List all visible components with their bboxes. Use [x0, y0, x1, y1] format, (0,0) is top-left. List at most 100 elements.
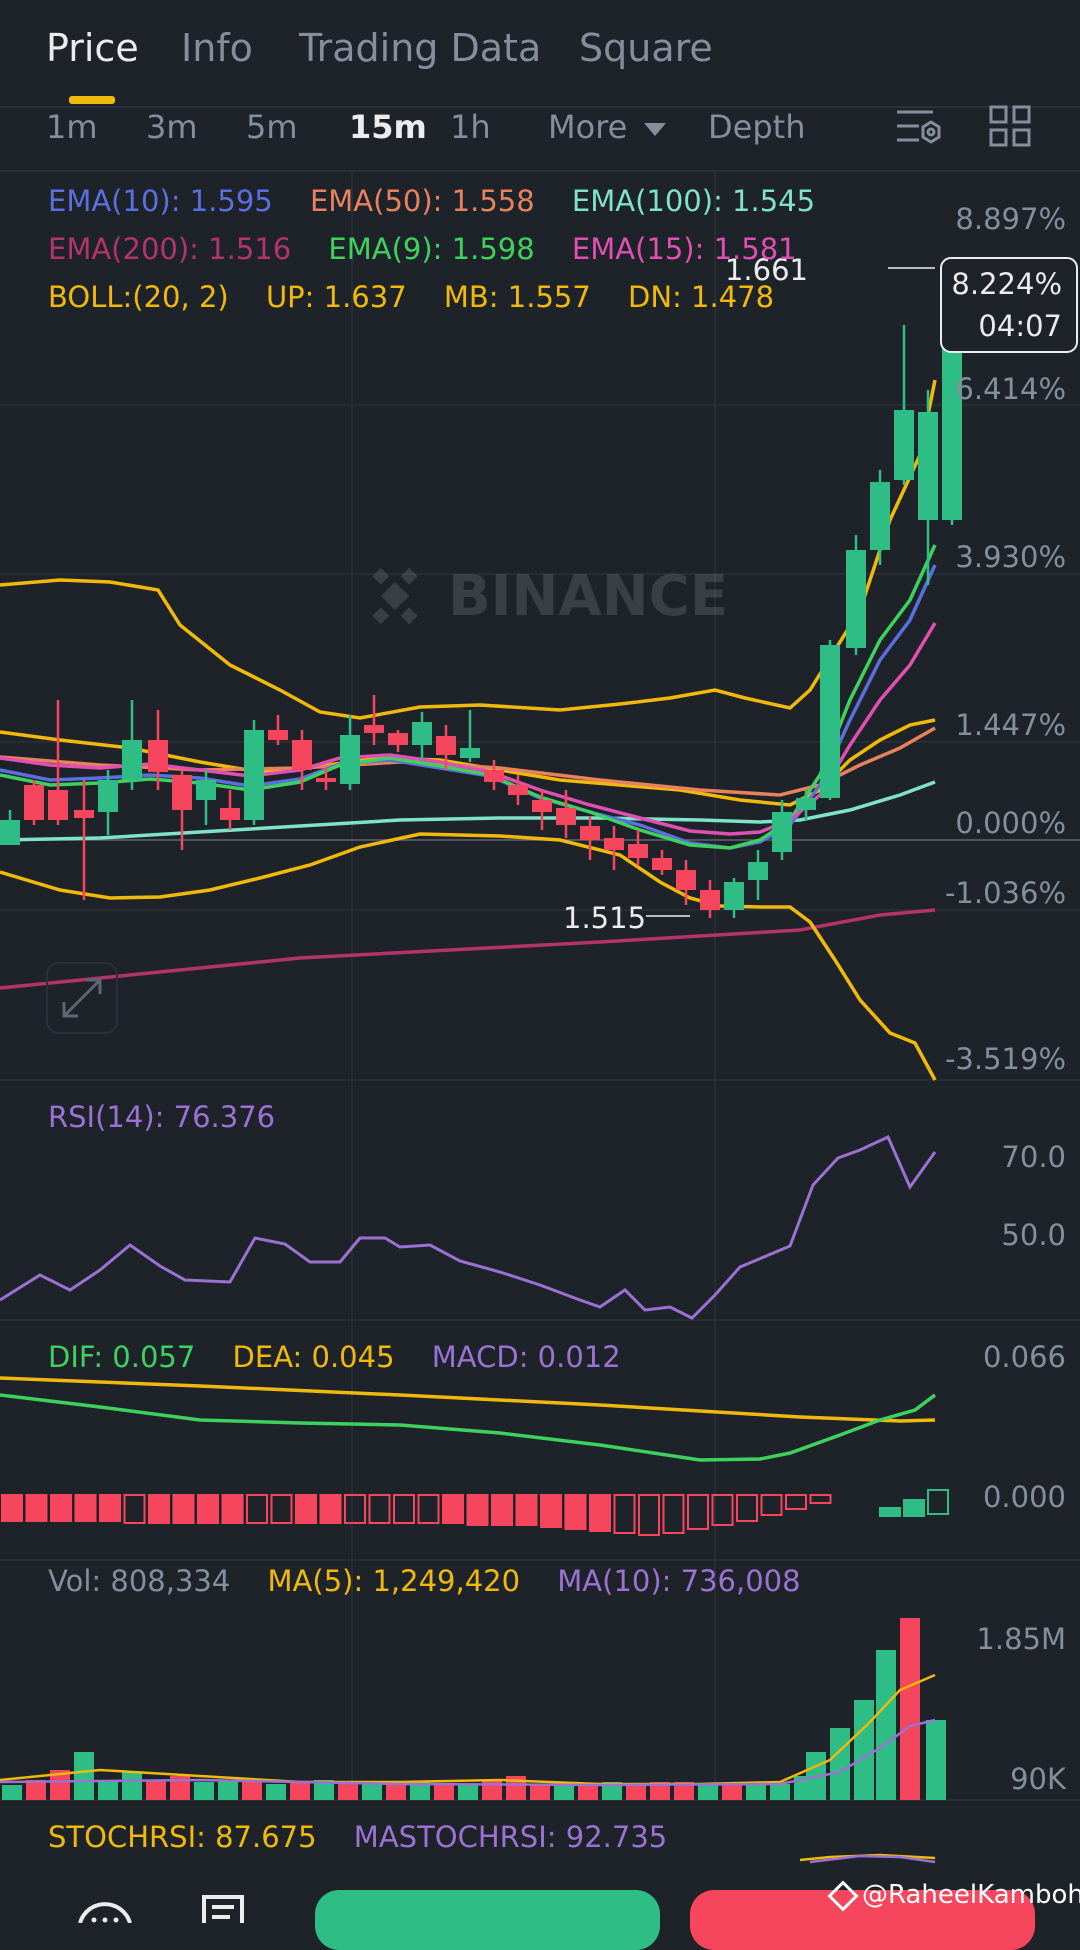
- binance-logo-icon: [827, 1879, 859, 1912]
- ema200-value: EMA(200): 1.516: [48, 232, 292, 266]
- stochrsi-legend: STOCHRSI: 87.675 MASTOCHRSI: 92.735: [48, 1820, 695, 1854]
- volume-bar: [602, 1782, 622, 1800]
- timeframe-1m[interactable]: 1m: [46, 108, 98, 146]
- dif-line: [0, 1393, 937, 1462]
- volume-bar: [290, 1782, 310, 1800]
- orders-icon[interactable]: [200, 1893, 248, 1923]
- candle-countdown: 04:07: [978, 309, 1062, 343]
- candle-body: [316, 778, 336, 782]
- axis-label: 0.000%: [955, 806, 1066, 840]
- vol-value: Vol: 808,334: [48, 1564, 231, 1598]
- vol-axis-label: 1.85M: [976, 1622, 1066, 1656]
- candle-body: [48, 790, 68, 820]
- volume-bar: [876, 1650, 896, 1800]
- mastochrsi-value: MASTOCHRSI: 92.735: [353, 1820, 668, 1854]
- candle-body: [292, 740, 312, 770]
- macd-bar-negative: [515, 1494, 538, 1526]
- candle-body: [484, 770, 504, 782]
- tab-price[interactable]: Price: [46, 26, 139, 70]
- grid-layout-icon[interactable]: [988, 104, 1034, 150]
- ema10-value: EMA(10): 1.595: [48, 184, 273, 218]
- volume-bar: [122, 1772, 142, 1800]
- candle-body: [628, 844, 648, 858]
- vol-ma10-value: MA(10): 736,008: [557, 1564, 801, 1598]
- timeframe-5m[interactable]: 5m: [246, 108, 298, 146]
- candle-body: [220, 808, 240, 820]
- divider: [0, 170, 1080, 172]
- volume-bar: [194, 1782, 214, 1800]
- candle-body: [580, 826, 600, 840]
- timeframe-1h[interactable]: 1h: [450, 108, 491, 146]
- dea-line: [0, 1376, 936, 1423]
- tab-trading-data[interactable]: Trading Data: [299, 26, 542, 70]
- macd-bar-negative: [123, 1494, 146, 1524]
- ema15-value: EMA(15): 1.581: [571, 232, 797, 266]
- volume-legend: Vol: 808,334 MA(5): 1,249,420 MA(10): 73…: [48, 1564, 829, 1598]
- tab-info[interactable]: Info: [181, 26, 253, 70]
- rsi-legend: RSI(14): 76.376: [48, 1100, 276, 1134]
- volume-bar: [530, 1784, 550, 1800]
- macd-histogram: [1, 1489, 949, 1536]
- binance-logo-icon: [372, 567, 418, 625]
- volume-bar: [626, 1784, 646, 1800]
- macd-bar-negative: [197, 1494, 219, 1524]
- timeframe-15m[interactable]: 15m: [349, 108, 427, 146]
- volume-bar: [698, 1784, 718, 1800]
- macd-bar-negative: [25, 1494, 48, 1522]
- chat-icon[interactable]: [74, 1890, 134, 1923]
- indicator-settings-icon[interactable]: [893, 104, 943, 150]
- axis-label: -1.036%: [944, 876, 1066, 910]
- buy-button[interactable]: [315, 1890, 660, 1950]
- ema100-value: EMA(100): 1.545: [571, 184, 816, 218]
- volume-bar: [74, 1752, 94, 1800]
- macd-bar-negative: [221, 1494, 244, 1524]
- macd-bar-negative: [809, 1494, 832, 1504]
- credit-watermark: @RaheelKamboh: [827, 1879, 1080, 1912]
- ema50-value: EMA(50): 1.558: [309, 184, 535, 218]
- candle-body: [244, 730, 264, 820]
- current-price-tag: [940, 257, 1078, 353]
- candle-body: [532, 800, 552, 812]
- volume-bar: [674, 1782, 694, 1800]
- boll-mb-value: MB: 1.557: [443, 280, 591, 314]
- binance-watermark: BINANCE: [372, 564, 728, 629]
- candle-body: [148, 740, 168, 772]
- expand-icon: [62, 978, 102, 1018]
- timeframe-3m[interactable]: 3m: [146, 108, 198, 146]
- active-tab-indicator: [69, 96, 115, 104]
- boll-up-value: UP: 1.637: [265, 280, 407, 314]
- more-timeframes-button[interactable]: More: [548, 108, 666, 146]
- candle-body: [748, 862, 768, 880]
- volume-bar: [482, 1780, 502, 1800]
- volume-bar: [554, 1784, 574, 1800]
- macd-bar-negative: [368, 1494, 391, 1524]
- candle-body: [918, 412, 938, 520]
- tab-square[interactable]: Square: [579, 26, 713, 70]
- macd-bar-negative: [319, 1494, 342, 1524]
- candle-body: [122, 740, 142, 780]
- vol-ma5-value: MA(5): 1,249,420: [267, 1564, 521, 1598]
- macd-bar-negative: [491, 1494, 513, 1526]
- vol-axis-label: 90K: [1010, 1762, 1066, 1796]
- candle-body: [724, 882, 744, 910]
- boll-legend: BOLL:(20, 2) UP: 1.637 MB: 1.557 DN: 1.4…: [48, 280, 802, 314]
- candle-body: [460, 748, 480, 758]
- depth-tab[interactable]: Depth: [708, 108, 806, 146]
- candle-body: [436, 736, 456, 755]
- ema100-line: [0, 780, 936, 842]
- stochrsi-value: STOCHRSI: 87.675: [48, 1820, 317, 1854]
- macd-bar-negative: [442, 1494, 464, 1524]
- macd-bar-negative: [172, 1494, 195, 1524]
- volume-bar: [26, 1780, 46, 1800]
- expand-button[interactable]: [46, 962, 118, 1034]
- candle-body: [772, 812, 792, 852]
- rsi-line: [0, 1134, 937, 1320]
- chevron-down-icon: [643, 122, 666, 136]
- volume-bar: [218, 1780, 238, 1800]
- candle-body: [196, 780, 216, 800]
- ema9-value: EMA(9): 1.598: [328, 232, 535, 266]
- macd-bar-negative: [613, 1494, 636, 1534]
- macd-bar-negative: [50, 1494, 72, 1522]
- macd-bar-negative: [687, 1494, 709, 1530]
